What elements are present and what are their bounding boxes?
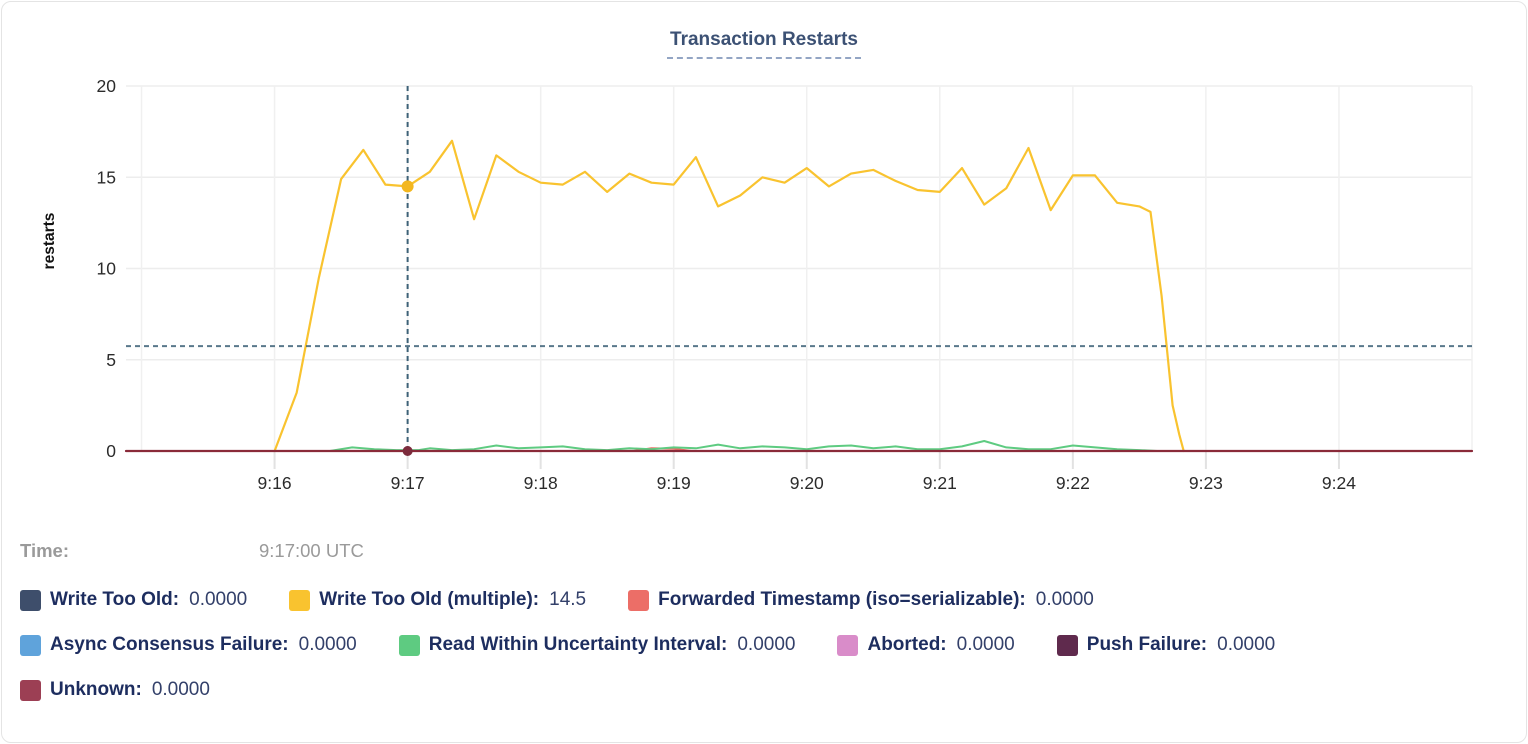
x-tick-label: 9:18 [524, 473, 558, 493]
legend-label: Async Consensus Failure: [50, 634, 289, 655]
legend-item: Read Within Uncertainty Interval: 0.0000 [398, 634, 796, 656]
legend-item: Write Too Old: 0.0000 [20, 589, 247, 611]
legend-swatch-icon [1056, 634, 1078, 656]
legend-swatch-icon [20, 679, 41, 701]
legend-value: 0.0000 [956, 634, 1015, 655]
legend-row: Async Consensus Failure: 0.0000 Read Withi… [20, 633, 1510, 657]
y-tick-label: 5 [106, 350, 116, 370]
y-tick-label: 0 [106, 441, 116, 461]
y-tick-label: 10 [97, 259, 117, 279]
x-tick-label: 9:22 [1056, 473, 1090, 493]
legend-item: Async Consensus Failure: 0.0000 [20, 634, 357, 656]
legend-row: Write Too Old: 0.0000 Write Too Old (multi… [20, 588, 1510, 612]
x-tick-label: 9:21 [923, 473, 957, 493]
crosshair-dot [401, 180, 414, 193]
legend-swatch-icon [20, 589, 41, 611]
legend-item: Unknown: 0.0000 [20, 679, 210, 701]
legend-label: Forwarded Timestamp (iso=serializable): [658, 589, 1026, 610]
legend-swatch-icon [289, 589, 311, 611]
legend-item: Aborted: 0.0000 [837, 634, 1015, 656]
legend-item: Push Failure: 0.0000 [1056, 634, 1276, 656]
x-tick-label: 9:17 [391, 473, 425, 493]
y-tick-label: 20 [97, 76, 117, 96]
series-line-5 [329, 440, 1159, 452]
tooltip-time-value: 9:17:00 UTC [259, 540, 364, 561]
legend-value: 0.0000 [298, 634, 357, 655]
legend-label: Read Within Uncertainty Interval: [428, 634, 728, 655]
crosshair-dot [402, 446, 413, 456]
legend-swatch-icon [837, 634, 859, 656]
x-tick-label: 9:20 [790, 473, 824, 493]
y-tick-label: 15 [97, 167, 116, 187]
legend-swatch-icon [628, 589, 650, 611]
tooltip-time-label: Time: [20, 540, 70, 561]
chart-legend: Write Too Old: 0.0000 Write Too Old (multi… [20, 588, 1510, 723]
legend-item: Write Too Old (multiple): 14.5 [289, 589, 586, 611]
chart-title[interactable]: Transaction Restarts [667, 29, 861, 59]
x-tick-label: 9:16 [258, 473, 292, 493]
x-tick-label: 9:24 [1322, 473, 1356, 493]
legend-swatch-icon [398, 634, 420, 656]
legend-item: Forwarded Timestamp (iso=serializable): 0… [628, 589, 1094, 611]
legend-value: 0.0000 [1035, 589, 1094, 610]
legend-row: Unknown: 0.0000 [20, 678, 1510, 702]
legend-label: Push Failure: [1086, 634, 1208, 655]
legend-label: Aborted: [867, 634, 947, 655]
transaction-restarts-plot[interactable]: 0 5 10 15 20 9:16 9:17 9:18 9:19 9:20 9:21 9:22 9:23… [2, 2, 1527, 522]
legend-label: Write Too Old: [50, 589, 180, 610]
x-tick-label: 9:23 [1189, 473, 1223, 493]
legend-value: 14.5 [549, 589, 587, 610]
legend-value: 0.0000 [737, 634, 796, 655]
tooltip-time-row: Time: 9:17:00 UTC [20, 540, 820, 562]
x-tick-label: 9:19 [657, 473, 691, 493]
series-line-2 [273, 139, 1185, 453]
legend-value: 0.0000 [189, 589, 248, 610]
legend-swatch-icon [20, 634, 41, 656]
legend-value: 0.0000 [1217, 634, 1276, 655]
legend-value: 0.0000 [151, 679, 210, 700]
legend-label: Write Too Old (multiple): [319, 589, 540, 610]
legend-label: Unknown: [50, 679, 142, 700]
